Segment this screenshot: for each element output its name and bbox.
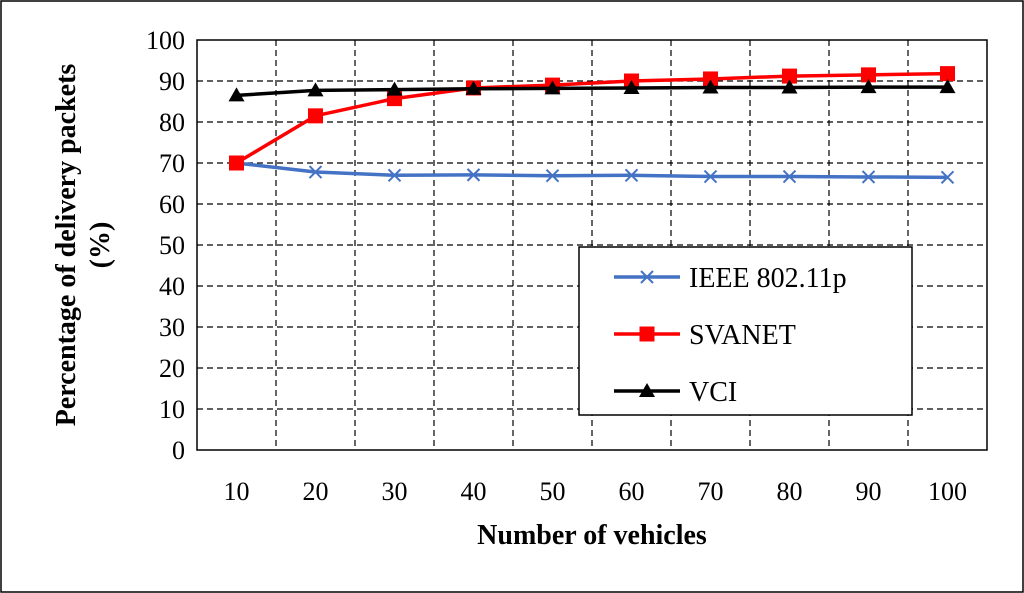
x-tick-label: 60 bbox=[619, 477, 645, 506]
y-tick-label: 40 bbox=[159, 272, 185, 301]
data-point bbox=[387, 168, 402, 183]
data-point bbox=[940, 66, 955, 82]
y-axis: 0 10 20 30 40 50 60 70 80 90 100 bbox=[146, 26, 185, 465]
data-point bbox=[466, 168, 481, 182]
x-tick-label: 100 bbox=[928, 477, 967, 506]
series-layer bbox=[228, 66, 956, 185]
series-line bbox=[236, 161, 948, 180]
legend-box bbox=[578, 246, 913, 416]
data-point bbox=[308, 108, 323, 124]
series-ieee-802-11p bbox=[229, 156, 955, 185]
x-tick-label: 40 bbox=[461, 477, 487, 506]
data-point bbox=[229, 155, 244, 171]
y-tick-label: 100 bbox=[146, 26, 185, 55]
data-point bbox=[782, 169, 797, 184]
data-point bbox=[307, 82, 324, 97]
plot-area bbox=[196, 39, 988, 451]
data-point bbox=[940, 170, 955, 185]
y-tick-label: 60 bbox=[159, 190, 185, 219]
data-point bbox=[545, 169, 560, 183]
y-tick-label: 10 bbox=[159, 395, 185, 424]
legend-label: VCI bbox=[689, 377, 737, 408]
y-axis-title: Percentage of delivery packets (%) bbox=[51, 64, 116, 427]
x-tick-label: 80 bbox=[777, 477, 803, 506]
data-point bbox=[860, 79, 877, 94]
y-tick-label: 70 bbox=[159, 149, 185, 178]
legend: IEEE 802.11p SVANET VCI bbox=[578, 246, 913, 416]
y-axis-title-line1: Percentage of delivery packets bbox=[51, 64, 82, 427]
data-point bbox=[640, 270, 654, 284]
legend-entry: IEEE 802.11p bbox=[614, 263, 847, 294]
y-tick-label: 80 bbox=[159, 108, 185, 137]
data-point bbox=[861, 170, 876, 184]
x-tick-label: 70 bbox=[698, 477, 724, 506]
x-tick-label: 10 bbox=[224, 477, 250, 506]
legend-label: IEEE 802.11p bbox=[689, 263, 847, 294]
x-tick-label: 50 bbox=[540, 477, 566, 506]
legend-label: SVANET bbox=[689, 320, 796, 351]
data-point bbox=[639, 383, 655, 397]
data-point bbox=[465, 80, 482, 95]
data-point bbox=[939, 79, 956, 94]
y-tick-label: 20 bbox=[159, 354, 185, 383]
series-vci bbox=[228, 79, 956, 102]
data-point bbox=[703, 169, 718, 184]
x-axis-title: Number of vehicles bbox=[477, 520, 707, 551]
data-point bbox=[624, 168, 639, 183]
series-line bbox=[236, 85, 948, 98]
data-point bbox=[308, 165, 323, 179]
data-point bbox=[623, 79, 640, 94]
data-point bbox=[544, 80, 561, 95]
data-point bbox=[386, 81, 403, 96]
x-axis: 10 20 30 40 50 60 70 80 90 100 bbox=[224, 477, 968, 506]
series-line bbox=[235, 71, 948, 165]
y-tick-label: 30 bbox=[159, 313, 185, 342]
y-tick-label: 90 bbox=[159, 67, 185, 96]
data-point bbox=[639, 326, 655, 342]
data-point bbox=[781, 79, 798, 94]
y-axis-title-line2: (%) bbox=[85, 222, 116, 269]
x-tick-label: 90 bbox=[856, 477, 882, 506]
y-tick-label: 50 bbox=[159, 231, 185, 260]
legend-entry: SVANET bbox=[614, 320, 796, 351]
x-tick-label: 20 bbox=[303, 477, 329, 506]
x-tick-label: 30 bbox=[382, 477, 408, 506]
data-point bbox=[702, 79, 719, 94]
legend-entry: VCI bbox=[614, 377, 737, 408]
data-point bbox=[228, 87, 245, 102]
y-tick-label: 0 bbox=[172, 436, 185, 465]
